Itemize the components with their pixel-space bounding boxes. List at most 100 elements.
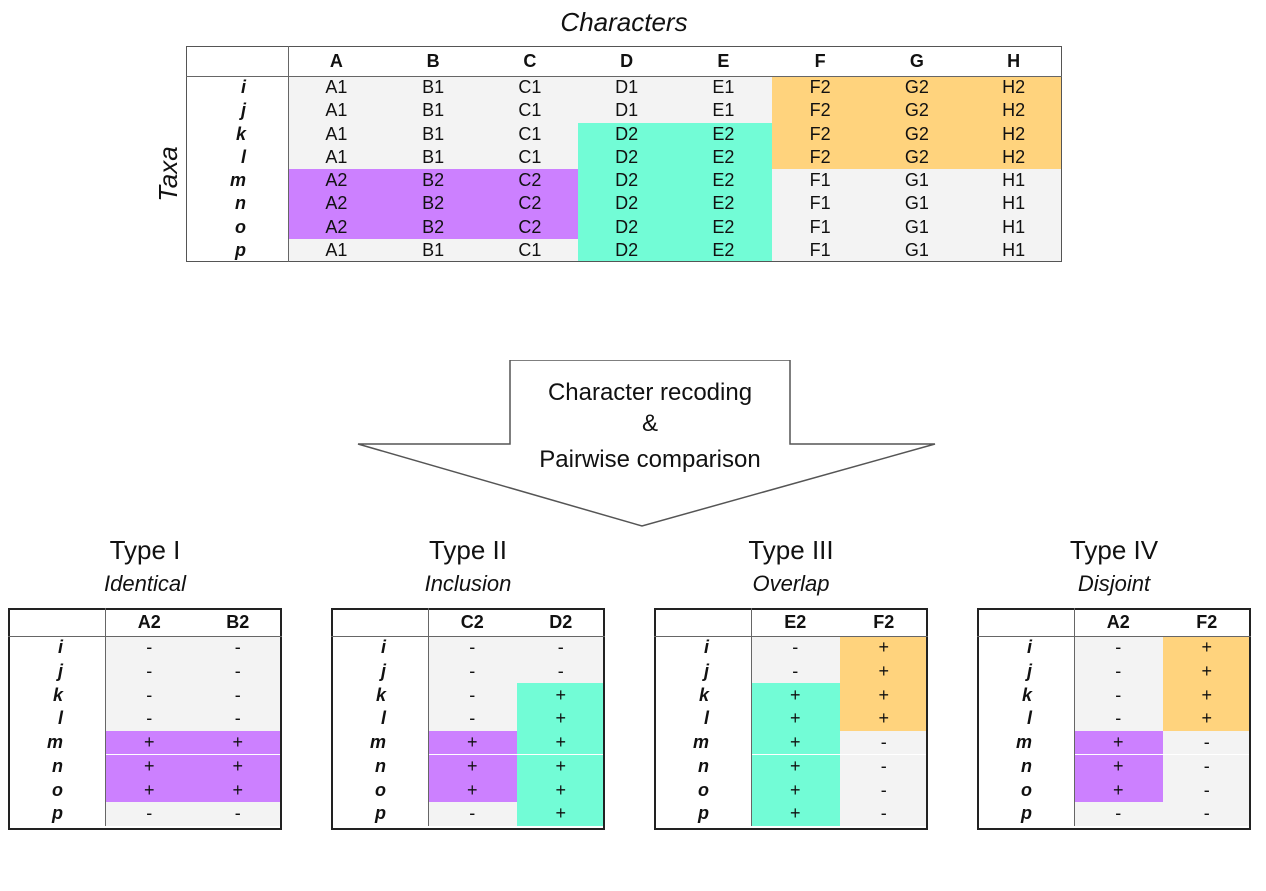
subtable-column-header: E2: [751, 608, 840, 636]
presence-cell: +: [1074, 778, 1163, 802]
presence-cell: +: [751, 754, 840, 779]
presence-cell: -: [839, 730, 928, 755]
matrix-cell: D2: [578, 215, 675, 239]
matrix-cell: A2: [288, 192, 385, 216]
matrix-cell: H1: [965, 238, 1062, 262]
taxon-label: m: [331, 730, 428, 755]
presence-cell: -: [1162, 730, 1251, 755]
relation-label: Overlap: [752, 571, 830, 596]
taxa-divider: [105, 608, 106, 826]
presence-cell: +: [516, 801, 605, 826]
presence-cell: -: [428, 707, 517, 731]
header-divider: [331, 636, 605, 637]
column-header: C: [481, 46, 579, 76]
matrix-cell: G2: [868, 145, 966, 169]
presence-cell: -: [1074, 801, 1163, 826]
taxon-label: l: [654, 707, 751, 731]
presence-cell: -: [839, 801, 928, 826]
matrix-cell: E2: [675, 122, 772, 146]
presence-cell: +: [193, 754, 282, 779]
presence-cell: -: [193, 801, 282, 826]
taxa-divider: [288, 46, 289, 262]
presence-cell: -: [428, 636, 517, 660]
taxon-label: n: [331, 754, 428, 779]
subtable-column-header: B2: [193, 608, 282, 636]
matrix-cell: C1: [481, 145, 579, 169]
matrix-cell: D1: [578, 99, 675, 123]
presence-cell: -: [1074, 636, 1163, 660]
taxon-label: m: [8, 730, 105, 755]
presence-cell: +: [105, 754, 194, 779]
relation-label: Identical: [104, 571, 186, 596]
presence-cell: +: [516, 754, 605, 779]
presence-cell: -: [193, 659, 282, 684]
matrix-cell: B1: [384, 76, 482, 100]
taxon-label: m: [977, 730, 1074, 755]
presence-cell: +: [751, 801, 840, 826]
taxon-label: i: [331, 636, 428, 660]
presence-cell: -: [105, 683, 194, 708]
taxon-label: k: [186, 122, 288, 146]
presence-cell: -: [105, 659, 194, 684]
matrix-cell: C1: [481, 122, 579, 146]
taxon-label: n: [8, 754, 105, 779]
matrix-cell: E1: [675, 76, 772, 100]
matrix-cell: E1: [675, 99, 772, 123]
presence-cell: -: [1074, 659, 1163, 684]
presence-cell: +: [839, 683, 928, 708]
subtable-column-header: C2: [428, 608, 517, 636]
presence-cell: +: [516, 730, 605, 755]
arrow-label-line1: Character recoding: [547, 379, 753, 406]
taxon-label: p: [8, 801, 105, 826]
matrix-cell: F2: [771, 122, 869, 146]
header-divider: [8, 636, 282, 637]
taxon-label: p: [331, 801, 428, 826]
taxa-divider: [428, 608, 429, 826]
matrix-cell: C1: [481, 76, 579, 100]
taxon-label: i: [186, 76, 288, 100]
matrix-cell: B2: [384, 169, 482, 193]
taxon-label: m: [186, 169, 288, 193]
matrix-cell: A2: [288, 215, 385, 239]
presence-cell: +: [193, 730, 282, 755]
matrix-cell: C1: [481, 99, 579, 123]
presence-cell: -: [105, 707, 194, 731]
subtable-column-header: F2: [1162, 608, 1251, 636]
taxon-label: l: [331, 707, 428, 731]
matrix-cell: C2: [481, 215, 579, 239]
header-divider: [186, 76, 1062, 77]
presence-cell: +: [1074, 730, 1163, 755]
matrix-cell: H1: [965, 215, 1062, 239]
presence-cell: +: [1162, 636, 1251, 660]
column-header: H: [965, 46, 1062, 76]
matrix-cell: G1: [868, 215, 966, 239]
subtable-corner: [654, 608, 751, 636]
taxa-divider: [1074, 608, 1075, 826]
taxon-label: p: [186, 238, 288, 262]
matrix-cell: B1: [384, 238, 482, 262]
presence-cell: +: [516, 778, 605, 802]
matrix-cell: E2: [675, 145, 772, 169]
taxon-label: p: [977, 801, 1074, 826]
presence-cell: -: [1162, 801, 1251, 826]
presence-cell: +: [751, 778, 840, 802]
matrix-cell: C2: [481, 192, 579, 216]
presence-cell: -: [193, 636, 282, 660]
presence-cell: +: [839, 659, 928, 684]
matrix-cell: F2: [771, 99, 869, 123]
taxon-label: i: [654, 636, 751, 660]
matrix-cell: H1: [965, 169, 1062, 193]
presence-cell: +: [428, 778, 517, 802]
matrix-cell: D2: [578, 192, 675, 216]
taxon-label: o: [186, 215, 288, 239]
presence-cell: +: [428, 754, 517, 779]
matrix-cell: E2: [675, 169, 772, 193]
subtable-corner: [977, 608, 1074, 636]
taxon-label: k: [654, 683, 751, 708]
taxon-label: j: [654, 659, 751, 684]
taxon-label: l: [186, 145, 288, 169]
presence-cell: -: [839, 754, 928, 779]
presence-cell: -: [751, 659, 840, 684]
arrow-label-line2: &: [641, 410, 658, 437]
taxon-label: o: [8, 778, 105, 802]
